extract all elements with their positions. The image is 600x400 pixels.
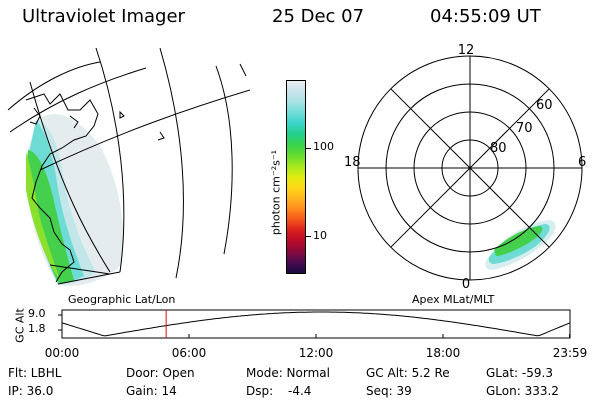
colorbar-unit-label: photon cm⁻²s⁻¹ <box>269 149 283 236</box>
lat-label-70: 70 <box>516 121 533 136</box>
mode-label: Mode: Normal <box>246 366 330 380</box>
sequence-label: Seq: 39 <box>366 384 412 398</box>
geo-latitude-label: GLat: -59.3 <box>486 366 553 380</box>
color-scale-bar <box>286 80 306 274</box>
lat-label-80: 80 <box>490 141 507 156</box>
geographic-caption: Geographic Lat/Lon <box>68 293 176 306</box>
geo-longitude-label: GLon: 333.2 <box>486 384 559 398</box>
lat-label-60: 60 <box>536 98 553 113</box>
door-label: Door: Open <box>126 366 195 380</box>
mlt-label-18: 18 <box>344 155 361 170</box>
date-label: 25 Dec 07 <box>272 6 365 27</box>
gain-label: Gain: 14 <box>126 384 177 398</box>
instrument-title: Ultraviolet Imager <box>22 6 185 27</box>
polar-plot: 12 18 6 0 60 70 80 <box>344 44 586 290</box>
polar-grid <box>357 55 583 281</box>
mlt-label-12: 12 <box>458 44 475 58</box>
colorbar-label-10: 10 <box>313 229 327 242</box>
dsp-label: Dsp: <box>246 384 274 398</box>
coastline <box>25 93 165 283</box>
altitude-plot-frame <box>61 309 571 339</box>
aurora-emission-polar <box>485 220 556 270</box>
altitude-plot <box>58 309 571 339</box>
time-tick-2359: 23:59 <box>552 346 588 360</box>
time-tick-1800: 18:00 <box>425 346 461 360</box>
time-tick-1200: 12:00 <box>298 346 334 360</box>
time-label: 04:55:09 UT <box>430 6 541 27</box>
time-tick-0600: 06:00 <box>171 346 207 360</box>
time-tick-0000: 00:00 <box>44 346 80 360</box>
flight-label: Flt: LBHL <box>8 366 62 380</box>
mlt-label-0: 0 <box>462 277 470 290</box>
geographic-map <box>7 47 250 286</box>
time-axis-ticks <box>61 334 571 338</box>
geo-grid <box>7 47 250 285</box>
ip-label: IP: 36.0 <box>8 384 54 398</box>
dsp-value: -4.4 <box>288 384 312 398</box>
gc-altitude-label: GC Alt: 5.2 Re <box>366 366 450 380</box>
mlt-label-6: 6 <box>578 155 586 170</box>
color-scale-gradient <box>287 81 305 273</box>
altitude-max-label: 9.0 <box>28 307 46 320</box>
altitude-curve <box>61 311 571 337</box>
altitude-min-label: 1.8 <box>28 322 46 335</box>
colorbar-tick-100 <box>306 148 311 149</box>
apex-caption: Apex MLat/MLT <box>412 293 495 306</box>
colorbar-tick-10 <box>306 236 311 237</box>
colorbar-label-100: 100 <box>313 140 334 153</box>
